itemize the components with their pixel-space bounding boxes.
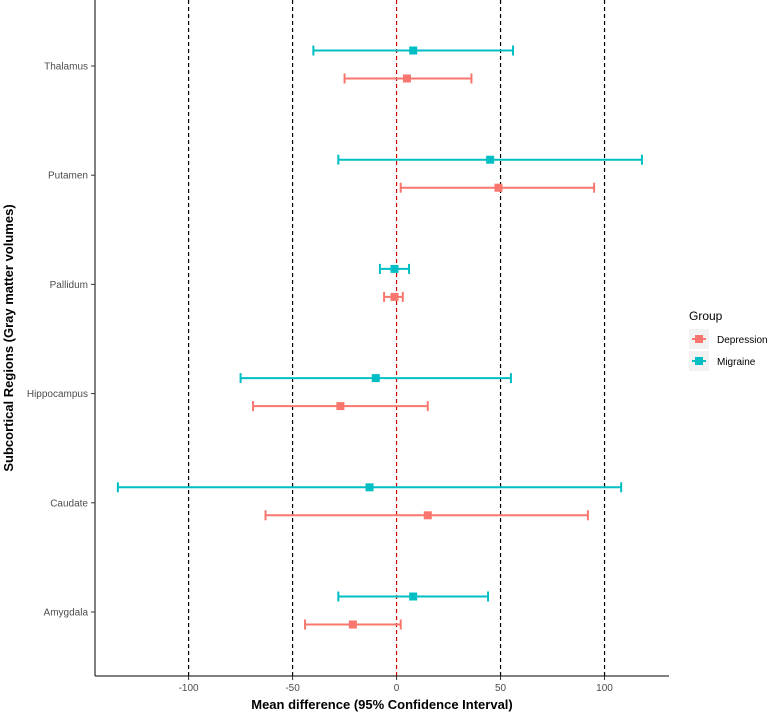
reference-lines [187, 0, 606, 676]
mean-point [409, 46, 418, 55]
y-tick-label: Putamen [48, 171, 88, 182]
legend-key-point [695, 357, 703, 365]
x-tick-label: 100 [596, 683, 613, 694]
x-axis-title: Mean difference (95% Confidence Interval… [251, 697, 513, 712]
y-tick-label: Amygdala [44, 608, 89, 619]
mean-point [402, 74, 411, 83]
error-bars [116, 45, 643, 630]
error-bar-migraine [378, 263, 411, 274]
legend-label: Depression [717, 335, 768, 346]
y-tick-label: Hippocampus [27, 389, 88, 400]
y-tick-label: Thalamus [44, 62, 88, 73]
mean-point [390, 264, 399, 273]
error-bar-migraine [337, 154, 643, 165]
mean-point [486, 155, 495, 164]
error-bar-depression [264, 510, 589, 521]
y-axis-title: Subcortical Regions (Gray matter volumes… [1, 204, 16, 471]
error-bar-migraine [239, 373, 512, 384]
mean-point [348, 620, 357, 629]
legend: Group Depression Migraine [689, 309, 768, 371]
y-tick-label: Pallidum [50, 280, 88, 291]
mean-point [423, 511, 432, 520]
y-ticks: Thalamus Putamen Pallidum Hippocampus Caudat… [27, 62, 95, 619]
mean-point [336, 402, 345, 411]
legend-label: Migraine [717, 357, 756, 368]
y-tick-label: Caudate [50, 498, 88, 509]
error-bar-depression [252, 401, 429, 412]
error-bar-depression [399, 182, 596, 193]
error-bar-migraine [337, 591, 490, 602]
x-tick-label: 50 [495, 683, 507, 694]
mean-point [390, 292, 399, 301]
legend-title: Group [689, 309, 723, 323]
legend-key-point [695, 335, 703, 343]
x-tick-label: -50 [285, 683, 300, 694]
error-bar-depression [383, 291, 404, 302]
axes [94, 0, 669, 677]
x-tick-label: 0 [394, 683, 400, 694]
x-ticks: -100 -50 0 50 100 [179, 676, 613, 694]
error-bar-depression [304, 619, 402, 630]
error-bar-depression [343, 73, 473, 84]
error-bar-migraine [116, 482, 623, 493]
mean-point [494, 183, 503, 192]
mean-point [371, 374, 380, 383]
mean-point [365, 483, 374, 492]
mean-point [409, 592, 418, 601]
x-tick-label: -100 [179, 683, 199, 694]
error-bar-migraine [312, 45, 515, 56]
